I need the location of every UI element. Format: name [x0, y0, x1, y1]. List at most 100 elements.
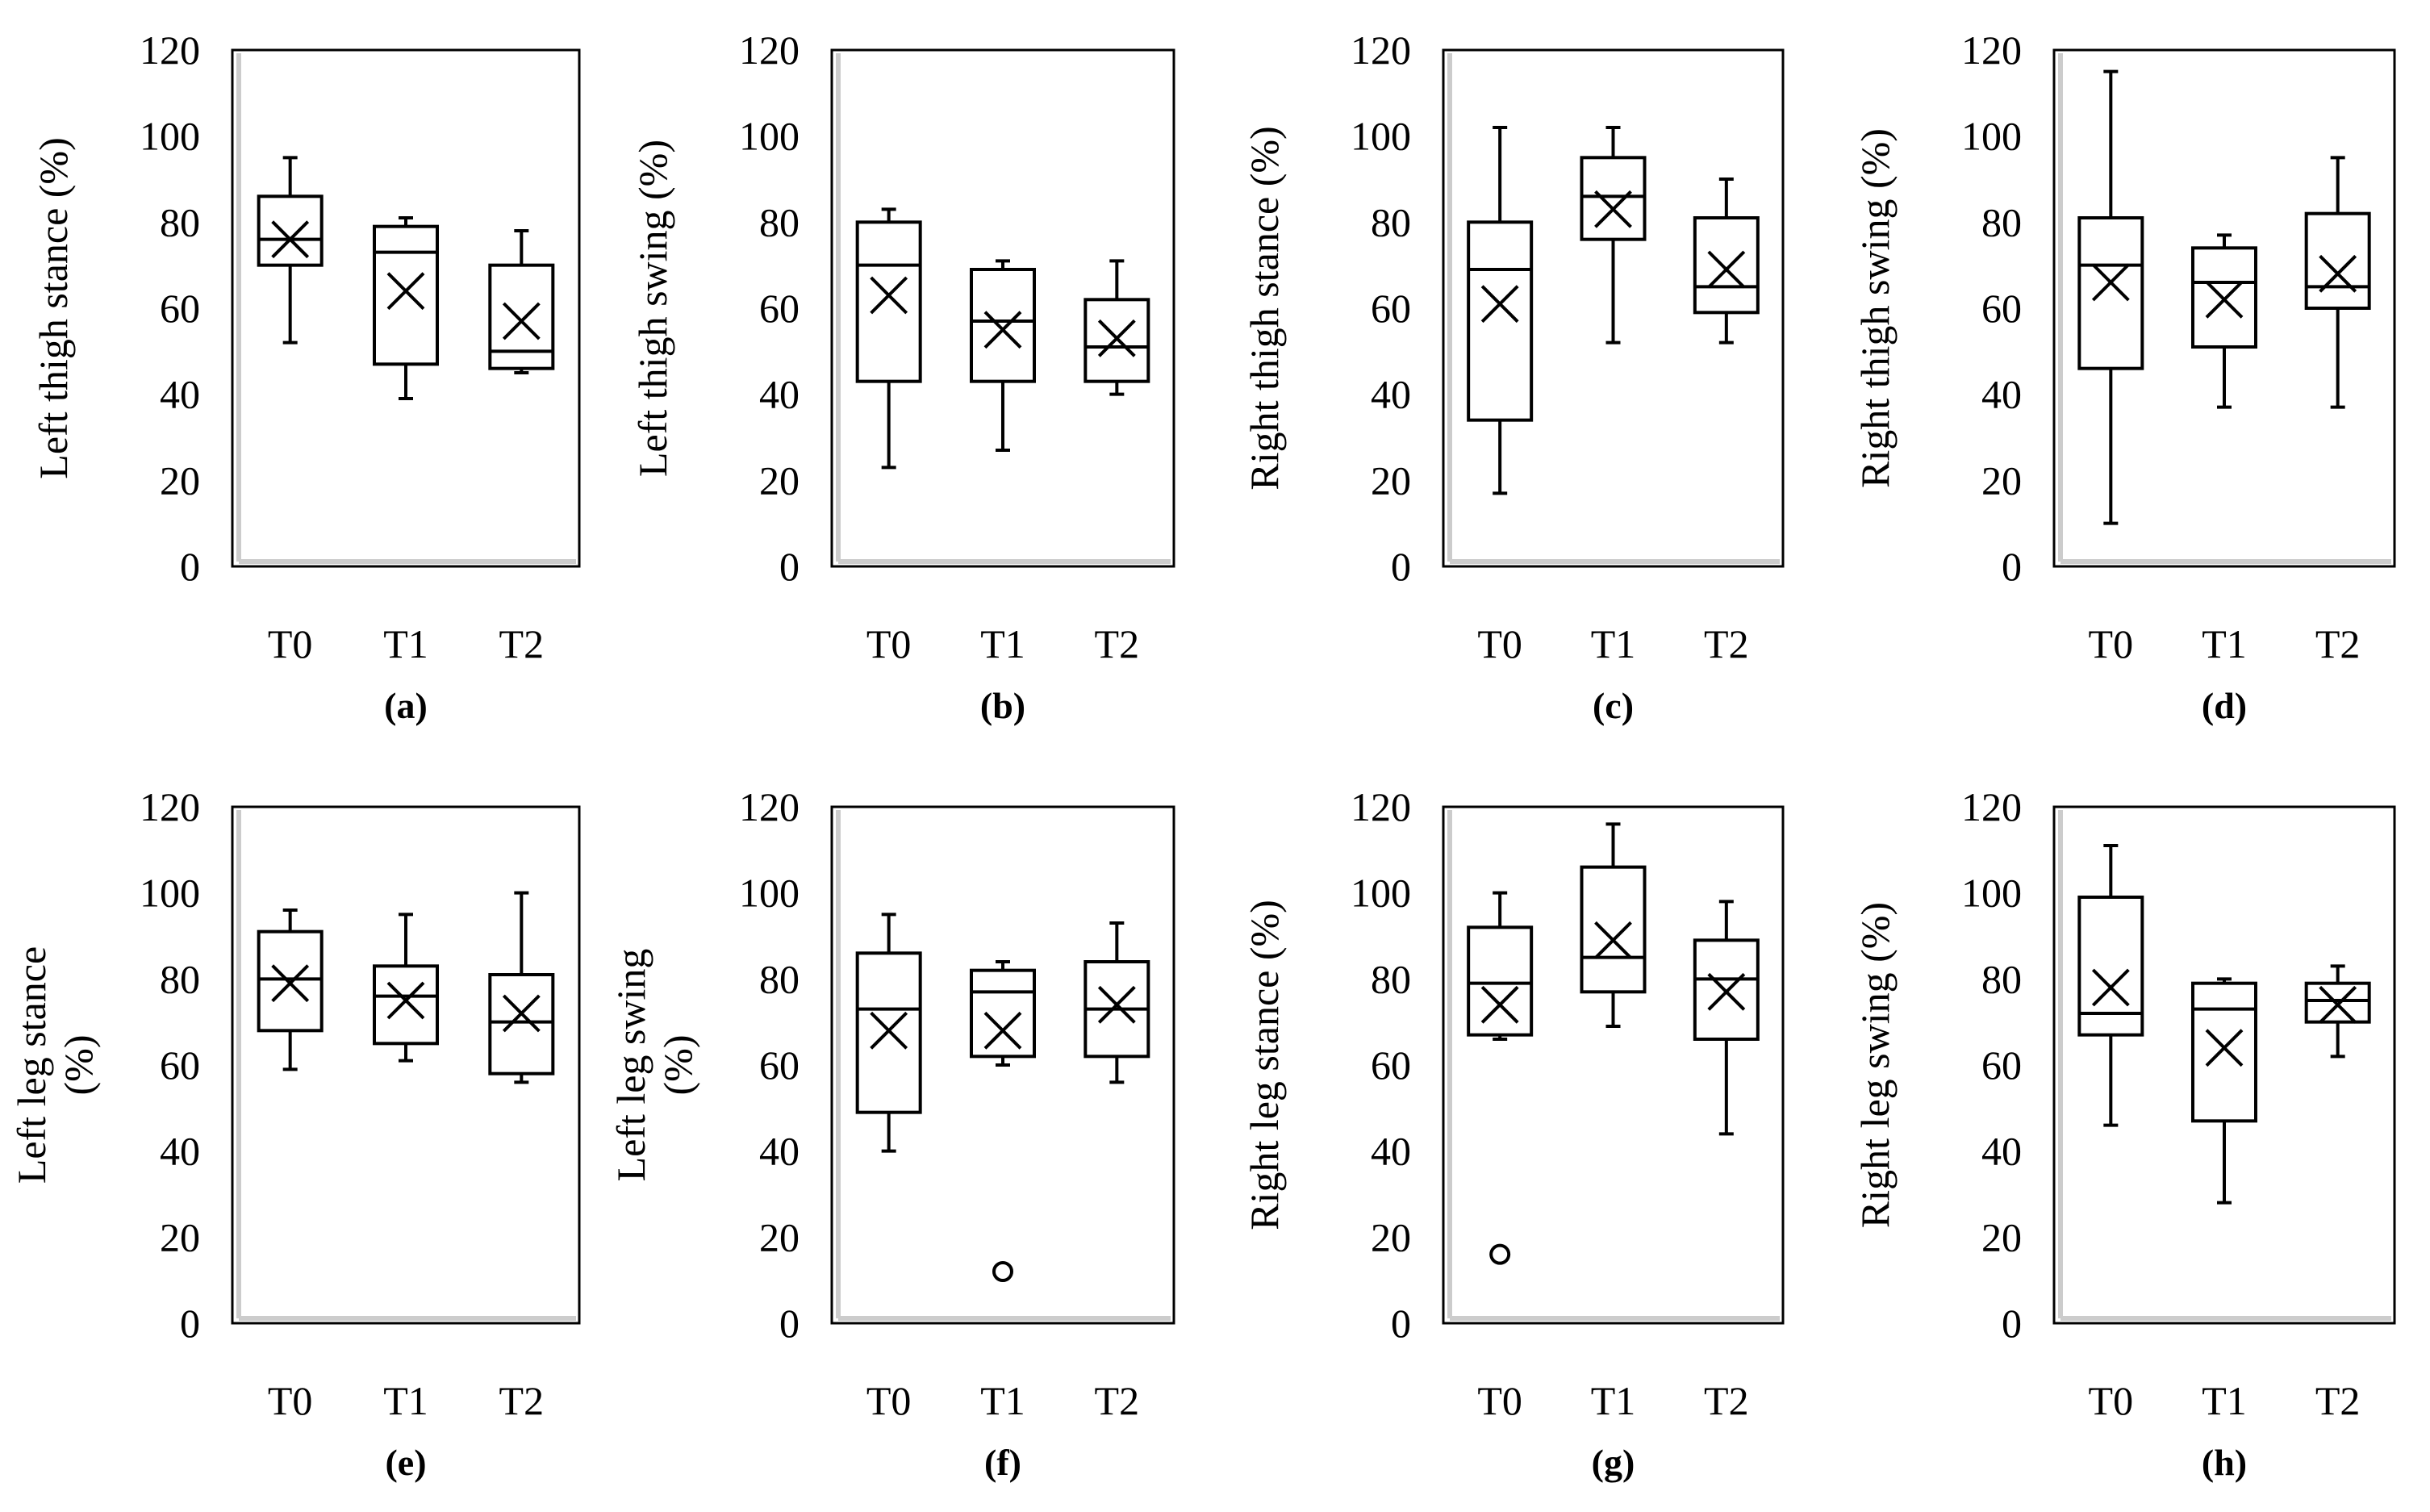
- box-T1: [1580, 126, 1647, 345]
- y-tick-label: 100: [739, 114, 800, 159]
- x-category-label: T0: [866, 1378, 912, 1423]
- y-tick-label: 40: [1981, 1129, 2022, 1174]
- y-tick-label: 60: [1981, 1042, 2022, 1088]
- y-tick-label: 0: [180, 544, 200, 589]
- y-tick-label: 60: [759, 286, 800, 331]
- y-tick-label: 120: [1351, 784, 1411, 829]
- x-category-label: T0: [2089, 621, 2134, 666]
- y-tick-label: 40: [759, 1129, 800, 1174]
- box-T1: [373, 913, 439, 1063]
- outlier-point: [1489, 1243, 1511, 1265]
- box-T0: [855, 207, 922, 470]
- y-tick-label: 120: [1351, 27, 1411, 73]
- y-tick-label: 40: [1371, 1129, 1411, 1174]
- x-category-label: T0: [866, 621, 912, 666]
- y-axis-title-line: Left leg swing: [608, 949, 653, 1182]
- y-axis-title: Right thigh stance (%): [1242, 126, 1287, 490]
- x-category-label: T0: [1477, 1378, 1522, 1423]
- box-T1: [373, 216, 439, 400]
- panel-f: 0 20 40 60 80 100 120 Left leg swing(%) T0 T1 T2 (f…: [608, 784, 1175, 1483]
- mean-marker: [2319, 985, 2357, 1024]
- y-tick-label: 20: [1981, 457, 2022, 503]
- x-category-label: T2: [1095, 621, 1140, 666]
- y-tick-label: 80: [1371, 199, 1411, 244]
- x-category-label: T2: [1095, 1378, 1140, 1423]
- y-tick-label: 0: [779, 544, 800, 589]
- plot-frame: [830, 805, 1175, 1325]
- iqr-box: [1580, 865, 1647, 994]
- mean-marker: [271, 964, 310, 1003]
- x-category-label: T1: [2202, 621, 2247, 666]
- panel-label: (a): [384, 685, 428, 726]
- box-T0: [257, 156, 324, 345]
- box-T2: [1083, 259, 1150, 396]
- mean-marker: [1097, 319, 1136, 357]
- mean-marker: [870, 276, 908, 315]
- iqr-box: [2304, 211, 2371, 310]
- mean-marker: [983, 1011, 1022, 1050]
- y-tick-label: 0: [1391, 544, 1411, 589]
- y-tick-label: 0: [1391, 1301, 1411, 1346]
- panel-g: 0 20 40 60 80 100 120 Right leg stance (%) T0 T1 T…: [1242, 784, 1785, 1483]
- y-tick-label: 20: [1371, 457, 1411, 503]
- y-tick-label: 80: [759, 956, 800, 1001]
- iqr-box: [257, 194, 324, 267]
- mean-marker: [2205, 280, 2244, 319]
- y-tick-label: 60: [1371, 1042, 1411, 1088]
- box-T0: [2077, 844, 2144, 1127]
- x-category-label: T2: [2315, 1378, 2361, 1423]
- iqr-box: [970, 968, 1036, 1059]
- iqr-box: [855, 220, 922, 383]
- iqr-box: [1580, 156, 1647, 241]
- iqr-box: [2077, 216, 2144, 370]
- iqr-box: [970, 268, 1036, 383]
- iqr-box: [2191, 981, 2257, 1123]
- plot-frame: [830, 48, 1175, 568]
- y-axis-title: Left leg stance(%): [9, 946, 101, 1184]
- panel-label: (g): [1592, 1442, 1635, 1483]
- x-category-label: T2: [2315, 621, 2361, 666]
- panel-c: 0 20 40 60 80 100 120 Right thigh stance (%) T0 T…: [1242, 27, 1785, 726]
- y-tick-label: 120: [140, 27, 200, 73]
- y-tick-label: 120: [1961, 27, 2022, 73]
- y-tick-label: 40: [160, 372, 200, 417]
- x-category-label: T0: [1477, 621, 1522, 666]
- iqr-box: [488, 263, 555, 370]
- x-category-label: T0: [268, 1378, 313, 1423]
- y-tick-label: 100: [1961, 871, 2022, 916]
- box-T1: [2191, 977, 2257, 1205]
- y-tick-label: 120: [739, 784, 800, 829]
- y-tick-label: 80: [1371, 956, 1411, 1001]
- box-T0: [1467, 126, 1534, 495]
- y-axis-title: Right thigh swing (%): [1852, 128, 1898, 488]
- outlier-point: [992, 1261, 1013, 1282]
- mean-marker: [1594, 190, 1632, 228]
- y-axis-title-line: Left leg stance: [9, 946, 54, 1184]
- iqr-box: [373, 224, 439, 366]
- y-tick-label: 80: [1981, 199, 2022, 244]
- panel-label: (h): [2202, 1442, 2247, 1483]
- box-T1: [970, 960, 1036, 1282]
- x-category-label: T1: [980, 621, 1025, 666]
- mean-marker: [2319, 254, 2357, 293]
- y-tick-label: 60: [160, 286, 200, 331]
- x-category-label: T1: [2202, 1378, 2247, 1423]
- mean-marker: [386, 272, 425, 311]
- mean-marker: [271, 220, 310, 259]
- mean-marker: [1594, 921, 1632, 959]
- y-tick-label: 100: [1351, 871, 1411, 916]
- y-axis-title: Left thigh swing (%): [630, 140, 675, 477]
- plot-frame: [231, 48, 581, 568]
- mean-marker: [983, 311, 1022, 349]
- panel-label: (b): [980, 685, 1025, 726]
- y-tick-label: 80: [1981, 956, 2022, 1001]
- mean-marker: [1480, 985, 1519, 1024]
- x-category-label: T2: [1704, 621, 1749, 666]
- x-category-label: T2: [1704, 1378, 1749, 1423]
- y-tick-label: 0: [2002, 544, 2022, 589]
- y-axis-title-line: (%): [655, 1035, 700, 1096]
- x-category-label: T0: [268, 621, 313, 666]
- x-category-label: T0: [2089, 1378, 2134, 1423]
- y-tick-label: 100: [1961, 114, 2022, 159]
- mean-marker: [1480, 285, 1519, 324]
